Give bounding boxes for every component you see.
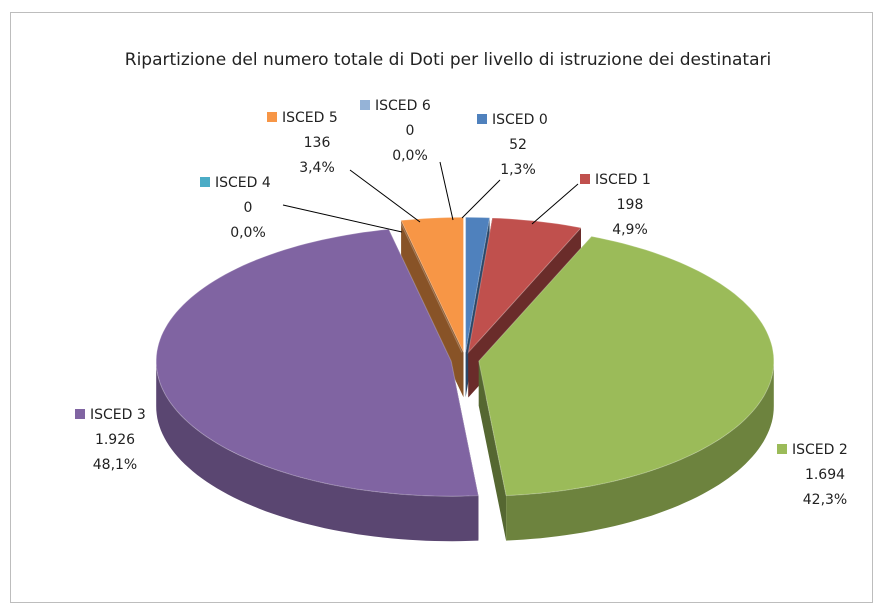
category-label: ISCED 3 xyxy=(90,407,146,423)
legend-swatch xyxy=(75,409,85,419)
value-label: 136 xyxy=(304,135,331,151)
percentage-label: 0,0% xyxy=(392,148,428,164)
chart-title: Ripartizione del numero totale di Doti p… xyxy=(125,50,771,70)
legend-swatch xyxy=(477,114,487,124)
slice xyxy=(465,216,491,353)
slice-inner-wall xyxy=(478,361,507,541)
percentage-label: 3,4% xyxy=(299,160,335,176)
category-label: ISCED 4 xyxy=(215,175,271,191)
value-label: 0 xyxy=(244,200,253,216)
category-label: ISCED 5 xyxy=(282,110,338,126)
slice-inner-wall xyxy=(401,220,464,398)
slice xyxy=(478,235,775,497)
percentage-label: 0,0% xyxy=(230,225,266,241)
slice xyxy=(400,216,464,353)
leader-line xyxy=(461,179,501,219)
slice-outer-wall xyxy=(156,361,479,542)
percentage-label: 1,3% xyxy=(500,162,536,178)
slice-outer-wall xyxy=(506,361,774,541)
value-label: 0 xyxy=(406,123,415,139)
percentage-label: 42,3% xyxy=(803,492,847,508)
legend-swatch xyxy=(777,444,787,454)
leader-line xyxy=(349,169,421,223)
category-label: ISCED 6 xyxy=(375,98,431,114)
slice xyxy=(467,217,582,355)
percentage-label: 48,1% xyxy=(93,457,137,473)
legend-swatch xyxy=(200,177,210,187)
legend-swatch xyxy=(580,174,590,184)
category-label: ISCED 0 xyxy=(492,112,548,128)
value-label: 198 xyxy=(617,197,644,213)
slice xyxy=(399,220,463,353)
value-label: 52 xyxy=(509,137,527,153)
category-label: ISCED 1 xyxy=(595,172,651,188)
percentage-label: 4,9% xyxy=(612,222,648,238)
leader-line xyxy=(531,183,579,225)
slice xyxy=(155,228,480,497)
legend-swatch xyxy=(360,100,370,110)
legend-swatch xyxy=(267,112,277,122)
category-label: ISCED 2 xyxy=(792,442,848,458)
leader-line xyxy=(282,204,403,233)
leader-line xyxy=(439,161,454,221)
value-label: 1.694 xyxy=(805,467,845,483)
value-label: 1.926 xyxy=(95,432,135,448)
